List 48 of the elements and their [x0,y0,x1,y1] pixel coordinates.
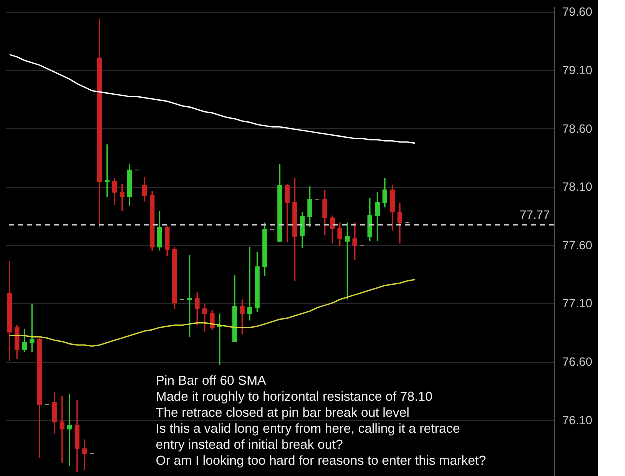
candlestick [104,144,110,198]
candlestick [375,192,380,242]
y-tick-label: 78.60 [562,122,593,136]
candlestick [120,184,125,212]
candlestick [202,304,208,334]
annotation: Is this a valid long entry from here, calling it a retrace [156,421,460,436]
candlestick [67,394,72,468]
candlestick [157,210,162,252]
candlestick [285,184,290,244]
line-series [9,54,416,144]
annotation: Made it roughly to horizontal resistance of 78.10 [156,389,433,404]
candlestick [82,439,88,471]
candlestick [22,328,28,353]
candlestick [300,212,305,250]
y-tick-label: 78.10 [562,180,593,194]
candlestick [322,189,328,236]
candlestick [390,184,396,232]
candlestick [30,304,35,353]
candlestick [345,222,350,300]
y-tick-label: 79.10 [562,63,593,78]
candlestick [112,178,118,206]
candlestick [248,246,252,322]
annotation: The retrace closed at pin bar break out level [156,405,410,420]
candlestick [142,176,148,202]
ref-line-label: 77.77 [520,208,550,222]
candlestick [210,310,215,331]
candlestick [382,178,388,208]
candlestick [188,254,192,338]
candlestick [164,226,170,258]
candlestick [60,396,65,464]
candlestick [52,391,58,434]
candlestick [368,198,372,242]
candlestick [308,186,312,228]
y-tick-label: 77.10 [562,296,593,311]
candlestick [330,215,335,244]
candlestick [352,222,358,261]
candlestick [338,222,342,247]
annotation: Or am I looking too hard for reasons to enter this market? [156,453,486,468]
candlestick [398,202,403,244]
y-tick-label: 79.60 [562,5,593,20]
annotation: Pin Bar off 60 SMA [156,373,267,388]
y-tick-label: 76.60 [562,355,593,370]
y-tick-label: 77.60 [562,238,593,252]
candlestick [195,292,200,326]
y-tick-label: 76.10 [562,413,593,428]
candlestick [240,299,245,336]
annotation: entry instead of initial break out? [156,437,344,452]
candlestick [74,399,80,473]
